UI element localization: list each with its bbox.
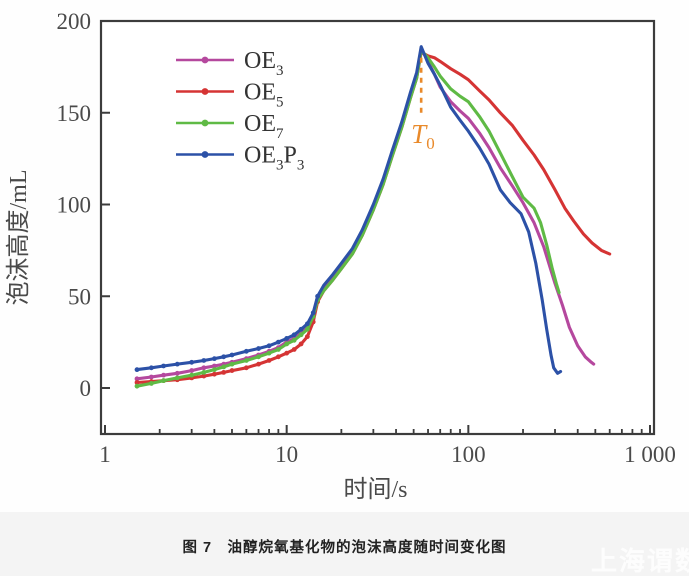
series-OE5-marker [201, 373, 207, 379]
series-OE3P3-marker [161, 363, 166, 369]
series-OE3P3 [134, 45, 563, 375]
series-OE3P3-marker [298, 326, 304, 332]
legend: OE3​OE5​OE7​OE3​P3​ [176, 48, 304, 174]
y-tick-label: 200 [57, 9, 92, 34]
series-OE5-marker [211, 371, 217, 377]
series-OE5-marker [221, 370, 227, 375]
series-OE7-marker [211, 367, 217, 373]
series-OE3P3-marker [310, 310, 316, 316]
series-OE5-marker [243, 365, 249, 371]
series-OE5-marker [298, 341, 304, 347]
series-OE3P3-marker [291, 332, 297, 338]
series-OE7-marker [201, 370, 207, 375]
legend-entry-OE3P3: OE3​P3​ [176, 143, 304, 174]
x-tick-label: 100 [451, 442, 486, 467]
series-OE7-marker [174, 375, 180, 381]
series-OE3P3-marker [211, 356, 217, 362]
series-OE7-marker [256, 354, 261, 360]
series-OE7-marker [189, 372, 195, 378]
series-OE3-marker [134, 376, 140, 382]
y-tick-label: 0 [80, 376, 92, 401]
legend-marker [201, 88, 209, 95]
series-OE7-marker [291, 337, 297, 343]
series-OE3P3-marker [315, 293, 321, 299]
series-OE7-marker [266, 350, 272, 356]
series-OE3P3-marker [174, 361, 180, 367]
y-axis: 0 50 100 150 200 [57, 9, 110, 401]
series-OE7-marker [298, 332, 304, 338]
plot-frame [99, 19, 656, 436]
series-OE7 [134, 48, 561, 389]
series-OE3-marker [174, 370, 180, 376]
chart-area: 1 10 100 1 000 0 50 100 150 200 时间/s 泡沫高度/mL T0 OE3​… [5, 9, 676, 503]
series-OE5-marker [256, 361, 261, 367]
series-OE3P3-marker [221, 354, 227, 360]
watermark-text: 上海谓数 [590, 546, 689, 576]
series-OE7-marker [275, 347, 281, 352]
series-OE7-marker [134, 383, 140, 389]
legend-label: OE3​ [244, 48, 284, 79]
series-OE5-marker [291, 347, 297, 352]
legend-marker [201, 56, 209, 64]
series-OE3P3-line [135, 45, 563, 375]
t0-label: T0 [411, 119, 435, 153]
y-tick-label: 150 [57, 101, 92, 126]
t0-annotation: T0 [411, 57, 435, 153]
series-OE3P3-marker [201, 358, 207, 363]
legend-entry-OE5: OE5​ [176, 80, 284, 111]
series-OE3-marker [161, 372, 166, 378]
series-OE3P3-marker [229, 352, 235, 358]
series-OE3P3-marker [256, 346, 261, 351]
legend-marker [201, 119, 209, 127]
series-OE3-marker [201, 365, 207, 371]
series-OE7-marker [221, 364, 227, 370]
series-OE5-marker [304, 334, 310, 340]
legend-label: OE7​ [244, 111, 284, 142]
series-OE5-marker [134, 380, 140, 385]
x-axis: 1 10 100 1 000 [99, 425, 676, 467]
series-OE7-marker [304, 326, 310, 332]
series-OE7-marker [229, 361, 235, 367]
legend-marker [201, 151, 209, 158]
series-OE3P3-marker [275, 339, 281, 345]
series-OE3P3-marker [284, 336, 290, 341]
series-OE3P3-marker [134, 367, 140, 373]
series-OE5-marker [229, 368, 235, 373]
figure-caption: 图 7 油醇烷氧基化物的泡沫高度随时间变化图 [182, 540, 507, 556]
series-OE3P3-marker [304, 321, 310, 327]
series-OE5-marker [284, 350, 290, 356]
legend-label: OE3​P3​ [244, 143, 304, 174]
series-OE3P3-marker [189, 359, 195, 365]
x-tick-label: 1 000 [624, 442, 676, 467]
foam-height-vs-time-chart: 1 10 100 1 000 0 50 100 150 200 时间/s 泡沫高度/mL T0 OE3​… [5, 9, 676, 503]
series-OE5-marker [266, 358, 272, 363]
legend-entry-OE7: OE7​ [176, 111, 284, 142]
legend-label: OE5​ [244, 80, 284, 111]
x-axis-label: 时间/s [343, 476, 407, 503]
series-OE3-marker [189, 368, 195, 373]
series-OE7-marker [284, 341, 290, 347]
series-OE3P3-marker [266, 343, 272, 349]
x-tick-label: 1 [99, 442, 111, 467]
series-OE3P3-marker [148, 365, 154, 371]
series-OE7-marker [148, 381, 154, 386]
caption-strip: 图 7 油醇烷氧基化物的泡沫高度随时间变化图 上海谓数 [0, 512, 689, 576]
series-OE3-marker [211, 363, 217, 369]
series-OE5-marker [275, 354, 281, 360]
series-OE3P3-marker [243, 348, 249, 354]
series-OE7-marker [243, 358, 249, 363]
y-tick-label: 100 [57, 193, 92, 218]
legend-entry-OE3: OE3​ [176, 48, 284, 79]
series-OE3-marker [148, 374, 154, 380]
y-axis-label: 泡沫高度/mL [5, 170, 32, 306]
series-OE7-marker [161, 378, 166, 384]
x-tick-label: 10 [275, 442, 298, 467]
y-tick-label: 50 [68, 284, 91, 309]
